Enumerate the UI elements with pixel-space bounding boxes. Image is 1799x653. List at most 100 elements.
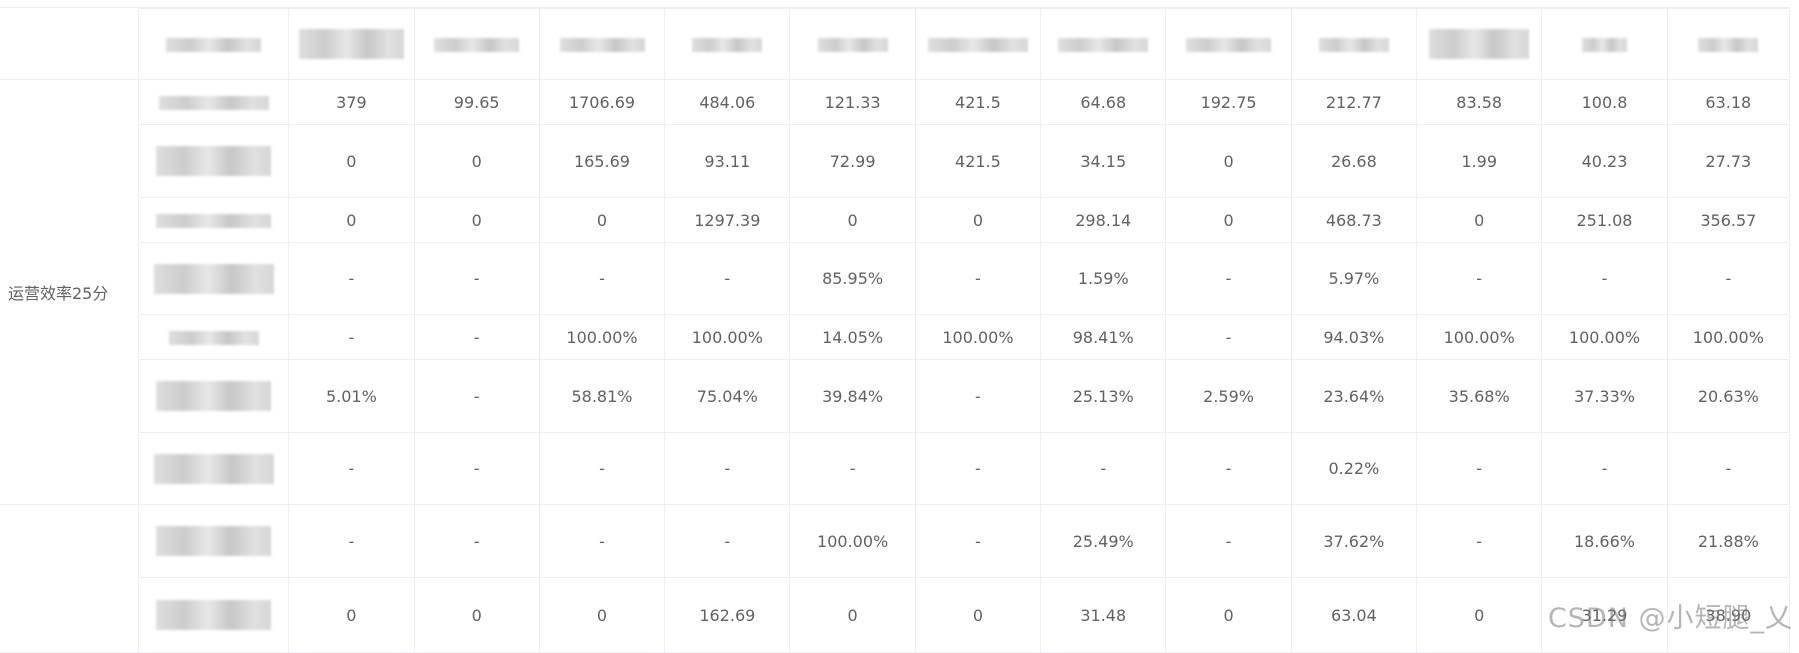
table-cell: - bbox=[413, 359, 540, 433]
row-label bbox=[137, 79, 290, 125]
watermark: CSDN @小短腿_乂 bbox=[1547, 603, 1793, 634]
table-cell: 34.15 bbox=[1040, 124, 1167, 198]
table-row: 0 0 165.69 93.11 72.99 421.5 34.15 0 26.… bbox=[0, 124, 1791, 198]
table-cell: 100.00% bbox=[1416, 314, 1543, 360]
column-header bbox=[1541, 8, 1668, 80]
table-cell: 0 bbox=[288, 124, 415, 198]
table-cell: 356.57 bbox=[1666, 197, 1791, 243]
table-cell: - bbox=[1416, 242, 1543, 315]
group-label-cell bbox=[0, 504, 139, 653]
table-cell: 40.23 bbox=[1541, 124, 1668, 198]
table-cell: - bbox=[1165, 242, 1292, 315]
table-cell: - bbox=[1541, 242, 1668, 315]
table-cell: 0 bbox=[538, 577, 666, 653]
corner-cell bbox=[0, 8, 139, 80]
column-header bbox=[664, 8, 791, 80]
table-cell: 23.64% bbox=[1290, 359, 1418, 433]
table-cell: - bbox=[538, 242, 666, 315]
table-cell: 83.58 bbox=[1416, 79, 1543, 125]
table-cell: 31.29 bbox=[1541, 577, 1668, 653]
table-cell: 0 bbox=[413, 124, 540, 198]
group-label-cell: 运营效率25分 bbox=[0, 79, 139, 505]
table-cell: 0 bbox=[789, 197, 916, 243]
table-cell: 5.97% bbox=[1290, 242, 1418, 315]
table-cell: 421.5 bbox=[914, 79, 1042, 125]
table-cell: - bbox=[413, 242, 540, 315]
table-cell: 421.5 bbox=[914, 124, 1042, 198]
table-cell: - bbox=[914, 359, 1042, 433]
table-cell: 298.14 bbox=[1040, 197, 1167, 243]
table-cell: 1706.69 bbox=[538, 79, 666, 125]
row-label bbox=[137, 197, 290, 243]
table-cell: 0 bbox=[789, 577, 916, 653]
table-cell: 37.62% bbox=[1290, 504, 1418, 578]
table-cell: 0.22% bbox=[1290, 432, 1418, 505]
column-header bbox=[288, 8, 415, 80]
table-cell: - bbox=[1666, 242, 1791, 315]
column-header bbox=[1165, 8, 1292, 80]
table-row: 0 0 0 162.69 0 0 31.48 0 63.04 0 31.29 3… bbox=[0, 577, 1791, 653]
table-cell: 18.66% bbox=[1541, 504, 1668, 578]
table-cell: 21.88% bbox=[1666, 504, 1791, 578]
table-header-row bbox=[0, 8, 1791, 80]
table-cell: 1.99 bbox=[1416, 124, 1543, 198]
column-header bbox=[1290, 8, 1418, 80]
table-cell: - bbox=[914, 432, 1042, 505]
table-cell: - bbox=[413, 432, 540, 505]
table-row: - - - - - - - - 0.22% - - - bbox=[0, 432, 1791, 505]
table-cell: - bbox=[1165, 314, 1292, 360]
table-cell: 251.08 bbox=[1541, 197, 1668, 243]
table-cell: 98.41% bbox=[1040, 314, 1167, 360]
table-cell: - bbox=[538, 504, 666, 578]
table-cell: 85.95% bbox=[789, 242, 916, 315]
table-cell: 64.68 bbox=[1040, 79, 1167, 125]
table-cell: - bbox=[288, 432, 415, 505]
table-cell: 35.68% bbox=[1416, 359, 1543, 433]
table-row: 运营效率25分 379 99.65 1706.69 484.06 121.33 … bbox=[0, 79, 1791, 505]
table-cell: 165.69 bbox=[538, 124, 666, 198]
table-cell: 25.13% bbox=[1040, 359, 1167, 433]
table-cell: - bbox=[1165, 432, 1292, 505]
table-cell: - bbox=[914, 504, 1042, 578]
table-cell: 1297.39 bbox=[664, 197, 791, 243]
table-cell: - bbox=[1040, 432, 1167, 505]
table-row: - - 100.00% 100.00% 14.05% 100.00% 98.41… bbox=[0, 314, 1791, 360]
table-cell: - bbox=[664, 432, 791, 505]
table-cell: 0 bbox=[288, 577, 415, 653]
table-cell: 0 bbox=[413, 577, 540, 653]
table-cell: 99.65 bbox=[413, 79, 540, 125]
row-label bbox=[137, 242, 290, 315]
data-table: 运营效率25分 379 99.65 1706.69 484.06 121.33 … bbox=[0, 8, 1791, 653]
table-cell: 468.73 bbox=[1290, 197, 1418, 243]
table-cell: - bbox=[789, 432, 916, 505]
row-label bbox=[137, 124, 290, 198]
column-header bbox=[413, 8, 540, 80]
table-cell: 100.00% bbox=[664, 314, 791, 360]
table-cell: - bbox=[1666, 432, 1791, 505]
table-cell: - bbox=[1541, 432, 1668, 505]
table-cell: 31.48 bbox=[1040, 577, 1167, 653]
table-cell: - bbox=[1416, 504, 1543, 578]
table-cell: 121.33 bbox=[789, 79, 916, 125]
column-header bbox=[538, 8, 666, 80]
table-cell: 0 bbox=[538, 197, 666, 243]
table-cell: - bbox=[914, 242, 1042, 315]
table-cell: 212.77 bbox=[1290, 79, 1418, 125]
table-row: 0 0 0 1297.39 0 0 298.14 0 468.73 0 251.… bbox=[0, 197, 1791, 243]
column-header bbox=[914, 8, 1042, 80]
table-cell: 94.03% bbox=[1290, 314, 1418, 360]
table-cell: 484.06 bbox=[664, 79, 791, 125]
table-cell: 0 bbox=[1165, 577, 1292, 653]
column-header bbox=[1040, 8, 1167, 80]
table-row: 5.01% - 58.81% 75.04% 39.84% - 25.13% 2.… bbox=[0, 359, 1791, 433]
table-cell: 38.90 bbox=[1666, 577, 1791, 653]
table-cell: - bbox=[413, 314, 540, 360]
table-cell: 0 bbox=[1416, 577, 1543, 653]
table-cell: - bbox=[1165, 504, 1292, 578]
table-cell: 162.69 bbox=[664, 577, 791, 653]
row-label bbox=[137, 359, 290, 433]
table-cell: 93.11 bbox=[664, 124, 791, 198]
table-cell: 37.33% bbox=[1541, 359, 1668, 433]
table-cell: 0 bbox=[413, 197, 540, 243]
table-cell: 0 bbox=[914, 577, 1042, 653]
